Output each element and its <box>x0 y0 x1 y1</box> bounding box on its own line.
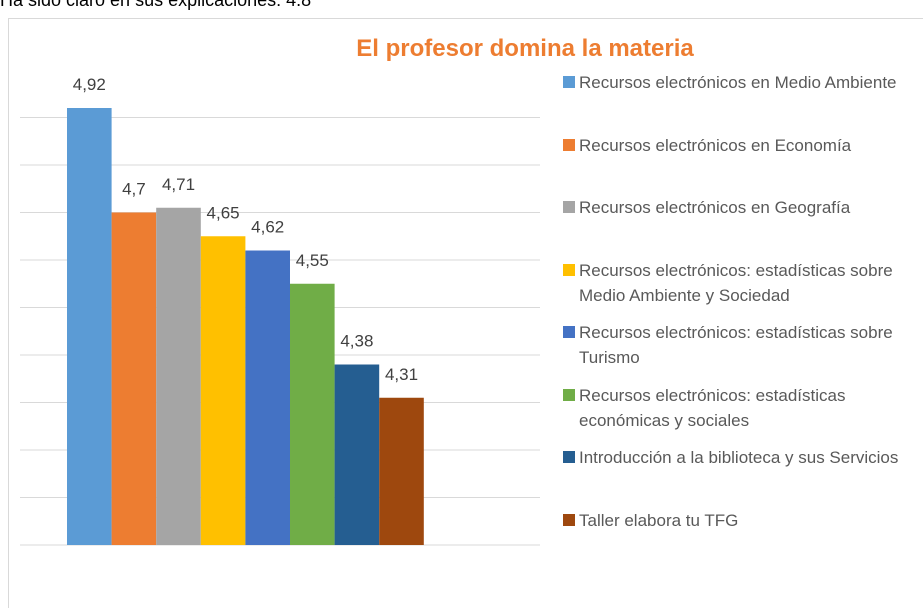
legend-swatch <box>563 139 575 151</box>
legend-label: Recursos electrónicos: estadísticas sobr… <box>579 323 893 367</box>
legend-item: Introducción a la biblioteca y sus Servi… <box>563 445 923 470</box>
legend-swatch <box>563 514 575 526</box>
legend-swatch <box>563 451 575 463</box>
legend-swatch <box>563 264 575 276</box>
legend-swatch <box>563 201 575 213</box>
legend-item: Recursos electrónicos en Medio Ambiente <box>563 70 923 95</box>
bar <box>200 236 246 545</box>
legend-swatch <box>563 326 575 338</box>
legend-label: Recursos electrónicos en Economía <box>579 136 852 155</box>
legend-swatch <box>563 76 575 88</box>
bar <box>111 212 157 545</box>
legend-item: Recursos electrónicos: estadísticas sobr… <box>563 258 923 308</box>
legend-label: Introducción a la biblioteca y sus Servi… <box>579 448 899 467</box>
legend-item: Recursos electrónicos: estadísticas sobr… <box>563 320 923 370</box>
bar <box>334 364 380 545</box>
legend-label: Recursos electrónicos en Geografía <box>579 198 851 217</box>
data-label: 4,38 <box>340 332 373 351</box>
legend-item: Recursos electrónicos: estadísticas econ… <box>563 383 923 433</box>
data-label: 4,7 <box>122 180 146 199</box>
data-label: 4,65 <box>207 203 240 222</box>
chart-frame <box>8 18 923 608</box>
data-label: 4,92 <box>73 75 106 94</box>
legend-label: Recursos electrónicos en Medio Ambiente <box>579 73 897 92</box>
data-label: 4,71 <box>162 175 195 194</box>
bar <box>290 283 335 545</box>
bar <box>67 108 112 545</box>
chart-title: El profesor domina la materia <box>356 35 694 62</box>
bar <box>245 250 290 545</box>
data-label: 4,31 <box>385 365 418 384</box>
legend-item: Taller elabora tu TFG <box>563 508 923 533</box>
legend-item: Recursos electrónicos en Economía <box>563 133 923 158</box>
legend-swatch <box>563 389 575 401</box>
data-label: 4,62 <box>251 218 284 237</box>
header-text: Ha sido claro en sus explicaciones: 4.8 <box>0 0 312 10</box>
bar <box>156 207 201 545</box>
legend-label: Recursos electrónicos: estadísticas sobr… <box>579 261 893 305</box>
legend-item: Recursos electrónicos en Geografía <box>563 195 923 220</box>
legend-label: Taller elabora tu TFG <box>579 511 739 530</box>
data-label: 4,55 <box>296 251 329 270</box>
legend-label: Recursos electrónicos: estadísticas econ… <box>579 386 846 430</box>
bar <box>379 397 424 545</box>
